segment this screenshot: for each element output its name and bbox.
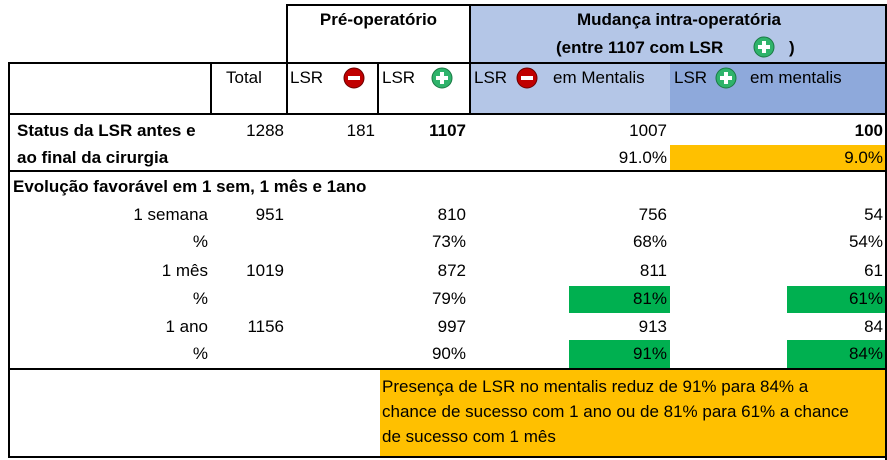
row-lsr-plus: 997 [437,317,466,336]
minus-icon [516,67,538,89]
border-right [885,4,887,460]
border-total-col [210,62,212,114]
row-lsr-plus: 810 [437,205,466,224]
border-left-preop [286,4,288,114]
status-label-line2: ao final da cirurgia [17,148,169,167]
border-col-lsr-plus [377,62,379,114]
intraop-header-line2-suffix: ) [789,38,795,57]
row-label: 1 semana [133,205,208,224]
row-label: % [192,344,208,363]
row-total: 951 [255,205,284,224]
plus-mentalis-pct-fill [670,145,887,170]
col-lsr-minus-mentalis-suffix: em Mentalis [553,68,645,87]
row-label: % [192,289,208,308]
row-mentalis-minus: 913 [638,317,667,336]
row-total: 1019 [246,261,284,280]
preop-header: Pré-operatório [319,10,438,29]
row-mentalis-minus: 68% [632,232,667,251]
row-mentalis-plus: 54 [864,205,883,224]
border-above-note [8,368,887,370]
minus-icon [343,67,365,89]
status-mentalis-minus-pct: 91.0% [618,148,667,167]
lsr-minus-mentalis-header-fill [471,62,670,114]
row-mentalis-plus: 84 [864,317,883,336]
conclusion-note: Presença de LSR no mentalis reduz de 91%… [382,377,849,446]
border-above-evolution [8,170,887,172]
intraop-header-fill [471,6,887,62]
row-mentalis-plus: 54% [848,232,883,251]
status-lsr-plus: 1107 [429,121,466,140]
green-cell-1mo-plus [787,286,887,313]
intraop-header-line1: Mudança intra-operatória [576,10,782,29]
row-mentalis-minus: 811 [639,261,667,280]
border-top-header [286,4,887,6]
row-lsr-plus: 73% [431,232,466,251]
col-lsr-plus-mentalis-suffix: em mentalis [750,68,842,87]
row-lsr-plus: 90% [431,344,466,363]
lsr-plus-mentalis-header-fill [670,62,887,114]
border-between-headers [469,4,471,114]
border-under-columns [8,113,887,115]
border-top-columns [8,62,887,64]
col-lsr-minus-mentalis-prefix: LSR [474,68,508,87]
plus-icon [431,67,453,89]
row-label: 1 ano [165,317,208,336]
status-mentalis-minus: 1007 [629,121,667,140]
col-lsr-plus: LSR [382,68,416,87]
plus-icon [753,36,775,58]
row-lsr-plus: 872 [437,261,466,280]
status-lsr-minus: 181 [346,121,375,140]
status-total: 1288 [246,121,284,140]
green-cell-1y-plus [787,340,887,368]
row-label: % [192,232,208,251]
border-left-table [8,62,10,458]
col-lsr-minus: LSR [290,68,324,87]
evolution-title: Evolução favorável em 1 sem, 1 mês e 1an… [13,177,367,196]
row-label: 1 mês [161,261,208,280]
green-cell-1y-minus [569,340,670,368]
green-cell-1mo-minus [569,286,670,313]
row-mentalis-plus: 84% [848,344,883,363]
plus-icon [715,67,737,89]
row-mentalis-minus: 756 [638,205,667,224]
row-mentalis-plus: 61% [848,289,883,308]
note-fill [380,370,887,458]
status-mentalis-plus: 100 [854,121,883,140]
status-label-line1: Status da LSR antes e [17,121,196,140]
col-lsr-plus-mentalis-prefix: LSR [674,68,708,87]
row-total: 1156 [247,317,284,336]
row-mentalis-minus: 81% [632,289,667,308]
row-lsr-plus: 79% [431,289,466,308]
border-bottom [8,456,887,458]
status-mentalis-plus-pct: 9.0% [844,148,883,167]
row-mentalis-plus: 61 [864,261,883,280]
row-mentalis-minus: 91% [632,344,667,363]
intraop-header-line2-prefix: (entre 1107 com LSR [556,38,724,57]
col-total: Total [226,68,262,87]
